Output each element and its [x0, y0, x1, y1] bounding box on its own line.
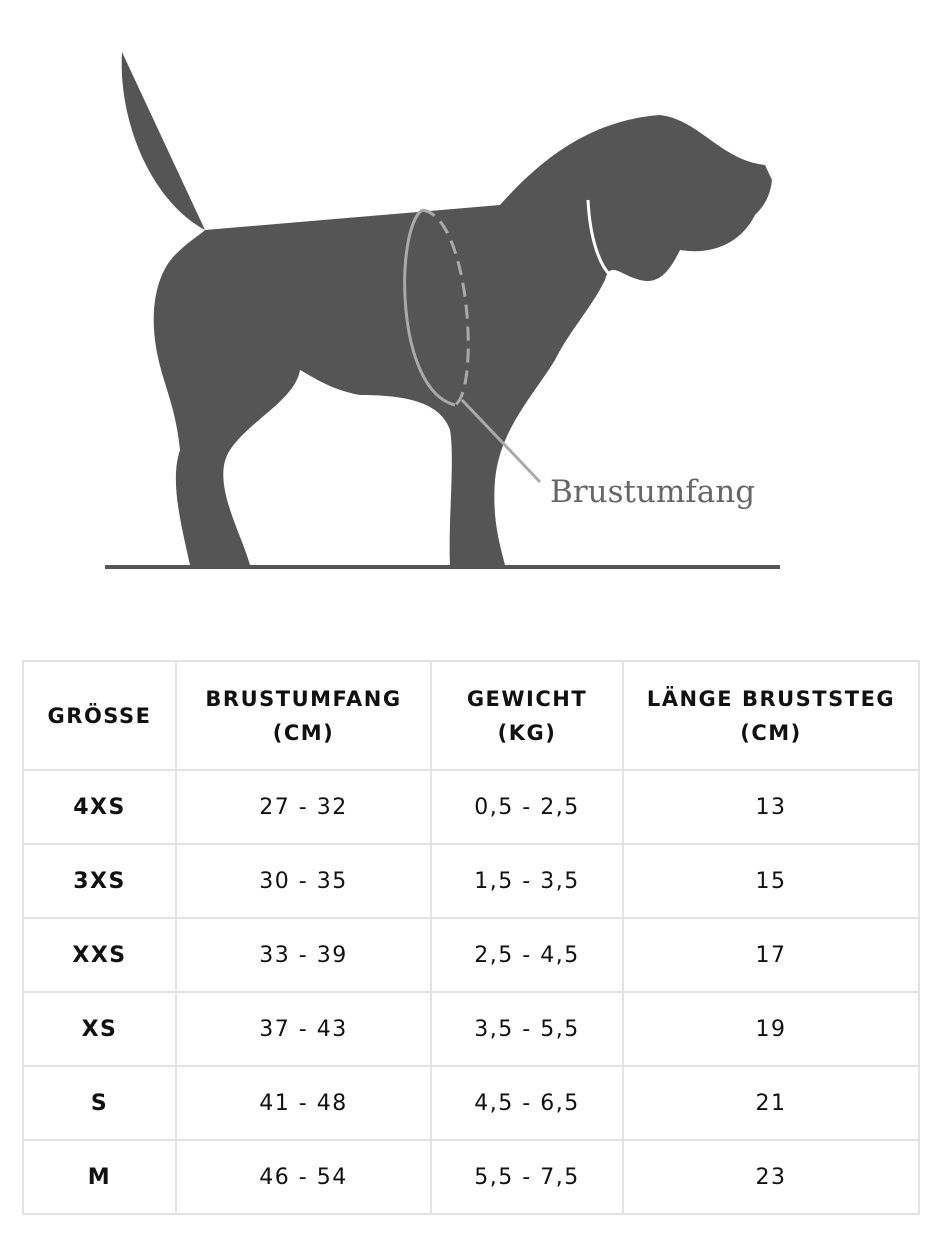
column-header: GEWICHT (KG)	[430, 660, 624, 771]
table-row: M 46 - 54 5,5 - 7,5 23	[22, 1139, 920, 1215]
chest-ring-back	[421, 208, 470, 407]
leader-line	[460, 398, 542, 484]
table-row: 4XS 27 - 32 0,5 - 2,5 13	[22, 769, 920, 845]
value-cell: 30 - 35	[175, 843, 432, 919]
value-cell: 46 - 54	[175, 1139, 432, 1215]
size-cell: XXS	[22, 917, 177, 993]
value-cell: 21	[622, 1065, 920, 1141]
size-table: GRÖSSE BRUSTUMFANG (CM) GEWICHT (KG) LÄNGE BR…	[22, 660, 920, 1215]
value-cell: 37 - 43	[175, 991, 432, 1067]
header-line: (CM)	[272, 720, 335, 745]
column-header: GRÖSSE	[22, 660, 177, 771]
value-cell: 41 - 48	[175, 1065, 432, 1141]
value-cell: 33 - 39	[175, 917, 432, 993]
table-row: XXS 33 - 39 2,5 - 4,5 17	[22, 917, 920, 993]
value-cell: 13	[622, 769, 920, 845]
value-cell: 1,5 - 3,5	[430, 843, 624, 919]
table-body: 4XS 27 - 32 0,5 - 2,5 13 3XS 30 - 35 1,5 - 3,5…	[22, 769, 920, 1215]
value-cell: 5,5 - 7,5	[430, 1139, 624, 1215]
chest-ring-front	[403, 208, 456, 407]
ear-line	[586, 199, 612, 277]
size-cell: 3XS	[22, 843, 177, 919]
header-line: (KG)	[497, 720, 557, 745]
header-line: GRÖSSE	[47, 703, 152, 728]
value-cell: 3,5 - 5,5	[430, 991, 624, 1067]
value-cell: 4,5 - 6,5	[430, 1065, 624, 1141]
size-cell: S	[22, 1065, 177, 1141]
table-row: 3XS 30 - 35 1,5 - 3,5 15	[22, 843, 920, 919]
value-cell: 19	[622, 991, 920, 1067]
value-cell: 17	[622, 917, 920, 993]
header-line: LÄNGE BRUSTSTEG	[646, 686, 896, 711]
column-header: LÄNGE BRUSTSTEG (CM)	[622, 660, 920, 771]
dog-illustration: Brustumfang	[105, 52, 780, 569]
value-cell: 23	[622, 1139, 920, 1215]
value-cell: 27 - 32	[175, 769, 432, 845]
size-cell: XS	[22, 991, 177, 1067]
value-cell: 15	[622, 843, 920, 919]
size-cell: 4XS	[22, 769, 177, 845]
chest-label: Brustumfang	[550, 474, 755, 510]
header-row: GRÖSSE BRUSTUMFANG (CM) GEWICHT (KG) LÄNGE BR…	[22, 660, 920, 771]
table-row: XS 37 - 43 3,5 - 5,5 19	[22, 991, 920, 1067]
value-cell: 2,5 - 4,5	[430, 917, 624, 993]
table-row: S 41 - 48 4,5 - 6,5 21	[22, 1065, 920, 1141]
header-line: GEWICHT	[466, 686, 588, 711]
header-line: (CM)	[740, 720, 802, 745]
dog-silhouette	[121, 52, 772, 565]
header-line: BRUSTUMFANG	[205, 686, 402, 711]
value-cell: 0,5 - 2,5	[430, 769, 624, 845]
size-cell: M	[22, 1139, 177, 1215]
column-header: BRUSTUMFANG (CM)	[175, 660, 432, 771]
